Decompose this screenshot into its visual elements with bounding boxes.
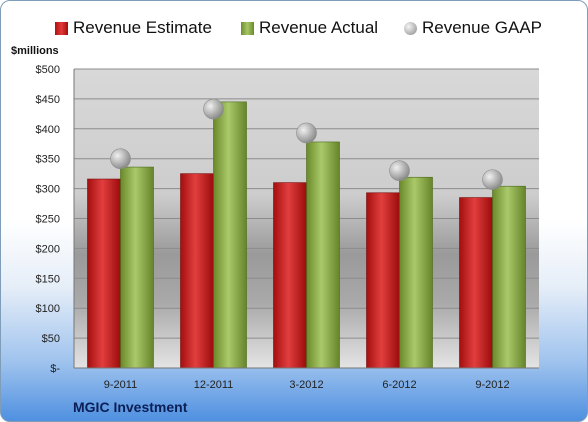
bar-revenue-actual <box>399 176 433 369</box>
x-tick-label: 6-2012 <box>382 379 416 391</box>
legend-swatch-gaap <box>404 21 417 35</box>
marker-revenue-gaap <box>389 160 410 181</box>
y-tick-label: $450 <box>36 94 60 106</box>
bar-revenue-estimate <box>180 173 214 369</box>
legend-label-estimate: Revenue Estimate <box>73 18 212 37</box>
bar-revenue-estimate <box>459 197 493 369</box>
y-axis-label: $millions <box>11 45 59 57</box>
legend-label-actual: Revenue Actual <box>259 18 379 37</box>
y-tick-label: $500 <box>36 64 60 76</box>
legend-label-gaap: Revenue GAAP <box>422 18 543 37</box>
y-tick-label: $300 <box>36 184 60 196</box>
chart-legend: Revenue Estimate Revenue Actual Revenue … <box>1 15 587 41</box>
bar-revenue-actual <box>213 101 247 369</box>
x-tick-label: 9-2012 <box>475 379 509 391</box>
bar-revenue-estimate <box>366 192 400 369</box>
marker-revenue-gaap <box>110 148 131 169</box>
legend-item-gaap: Revenue GAAP <box>404 15 542 41</box>
bar-revenue-actual <box>492 185 526 369</box>
bar-revenue-actual <box>120 166 154 369</box>
y-tick-label: $100 <box>36 303 60 315</box>
legend-item-estimate: Revenue Estimate <box>55 15 212 41</box>
y-tick-label: $50 <box>42 333 60 345</box>
y-tick-label: $200 <box>36 243 60 255</box>
company-name: MGIC Investment <box>73 399 188 415</box>
y-tick-label: $- <box>50 363 60 375</box>
x-tick-label: 9-2011 <box>104 379 137 391</box>
y-tick-label: $350 <box>36 154 60 166</box>
y-tick-label: $150 <box>36 273 60 285</box>
bar-revenue-estimate <box>273 182 307 369</box>
legend-swatch-actual <box>241 21 254 35</box>
marker-revenue-gaap <box>296 122 317 144</box>
legend-item-actual: Revenue Actual <box>241 15 378 41</box>
bar-revenue-actual <box>306 141 340 369</box>
marker-revenue-gaap <box>203 98 224 120</box>
y-tick-label: $400 <box>36 124 60 136</box>
bar-revenue-estimate <box>87 178 121 369</box>
legend-swatch-estimate <box>55 21 68 35</box>
marker-revenue-gaap <box>482 169 503 190</box>
x-tick-label: 3-2012 <box>289 379 323 391</box>
y-tick-label: $250 <box>36 214 60 226</box>
x-tick-label: 12-2011 <box>194 379 234 391</box>
